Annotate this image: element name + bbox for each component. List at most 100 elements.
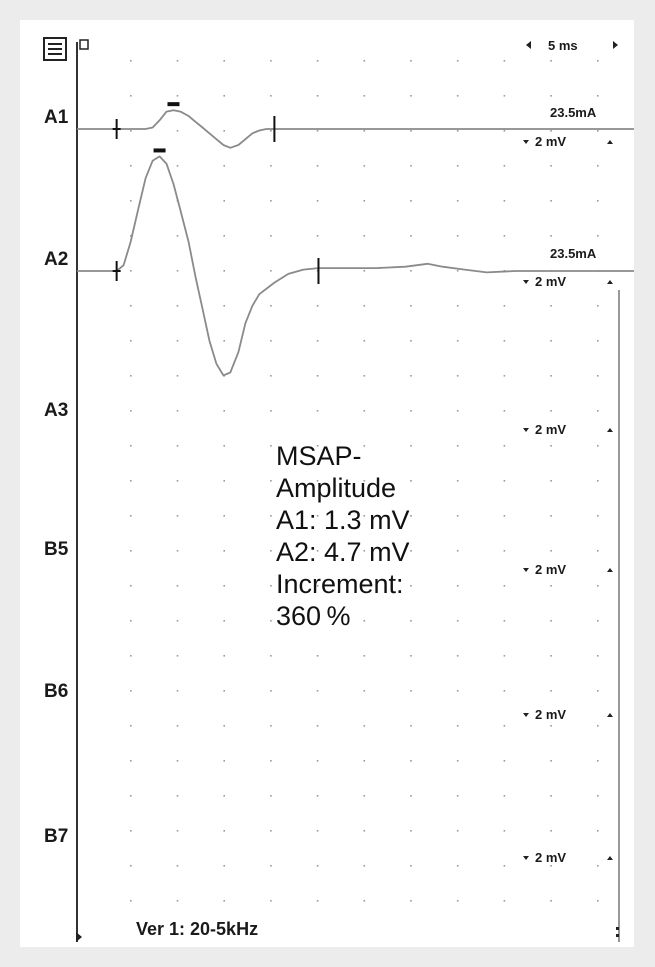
onset-marker-a2[interactable] — [112, 261, 121, 281]
trace-label-a2: A2 — [44, 249, 68, 270]
grid-dot — [503, 865, 506, 867]
peak-marker-a1[interactable] — [167, 102, 180, 107]
grid-dot — [316, 375, 319, 377]
grid-dot — [550, 620, 552, 622]
grid-dot — [503, 340, 506, 342]
grid-dot — [223, 900, 225, 902]
grid-dot — [503, 655, 506, 657]
sensitivity-label-b7: 2 mV — [535, 850, 566, 865]
sensitivity-down-arrow[interactable] — [523, 713, 529, 717]
grid-dot — [456, 550, 459, 552]
grid-dot — [363, 165, 366, 167]
grid-dot — [503, 410, 506, 412]
grid-dot — [316, 830, 319, 832]
grid-dot — [456, 235, 459, 237]
grid-dot — [363, 235, 366, 237]
grid-dot — [410, 95, 412, 97]
grid-dot — [503, 200, 506, 202]
sensitivity-up-arrow[interactable] — [607, 568, 613, 572]
grid-dot — [503, 550, 506, 552]
sensitivity-a3[interactable]: 2 mV — [523, 422, 613, 437]
filter-label: Ver 1: 20-5kHz — [136, 919, 258, 939]
grid-dot — [597, 305, 599, 307]
grid-dot — [270, 725, 272, 727]
sensitivity-up-arrow[interactable] — [607, 713, 613, 717]
stimulus-label-a2: 23.5mA — [550, 246, 597, 261]
grid-dot — [456, 270, 459, 272]
grid-dot — [410, 480, 412, 482]
grid-dot — [176, 480, 179, 482]
grid-dot — [316, 165, 319, 167]
grid-dot — [503, 585, 506, 587]
sensitivity-up-arrow[interactable] — [607, 428, 613, 432]
sensitivity-a1[interactable]: 2 mV — [523, 134, 613, 149]
scroll-dots-icon[interactable] — [616, 927, 619, 937]
emg-recording-panel: 5 ms A1 A2 A3 B5 B6 B7 2 mV 23.5mA 2 mV 23.5mA 2 … — [20, 20, 634, 947]
annotation-line: A1: 1.3 mV — [276, 505, 410, 535]
grid-dot — [363, 95, 366, 97]
grid-dot — [503, 235, 506, 237]
traces-group — [77, 102, 634, 377]
grid-dot — [270, 830, 272, 832]
grid-dot — [270, 550, 272, 552]
grid-dot — [176, 410, 179, 412]
window-icon[interactable] — [79, 39, 89, 50]
sensitivity-labels-group: 2 mV 23.5mA 2 mV 23.5mA 2 mV 2 mV 2 mV 2 mV — [523, 105, 613, 865]
sensitivity-down-arrow[interactable] — [523, 280, 529, 284]
grid-dot — [410, 235, 412, 237]
grid-dot — [550, 900, 552, 902]
grid-dot — [130, 305, 132, 307]
peak-marker-a2[interactable] — [153, 148, 166, 153]
sensitivity-down-arrow[interactable] — [523, 568, 529, 572]
grid-dot — [363, 585, 366, 587]
grid-dot — [223, 270, 225, 272]
grid-dot — [223, 865, 225, 867]
sensitivity-b6[interactable]: 2 mV — [523, 707, 613, 722]
play-marker-icon[interactable] — [76, 932, 82, 942]
time-scale-left-arrow[interactable] — [526, 41, 531, 49]
grid-dot — [503, 795, 506, 797]
grid-dot — [223, 515, 225, 517]
grid-dot — [363, 305, 366, 307]
grid-dot — [316, 130, 319, 132]
sensitivity-b7[interactable]: 2 mV — [523, 850, 613, 865]
grid-dot — [597, 900, 599, 902]
sensitivity-down-arrow[interactable] — [523, 140, 529, 144]
grid-dot — [176, 760, 179, 762]
grid-dot — [223, 305, 225, 307]
grid-dot — [223, 410, 225, 412]
onset-marker-a1[interactable] — [112, 119, 121, 139]
grid-dot — [176, 375, 179, 377]
grid-dot — [456, 830, 459, 832]
grid-dot — [503, 480, 506, 482]
grid-dot — [176, 235, 179, 237]
grid-dot — [456, 375, 459, 377]
menu-icon[interactable] — [43, 37, 67, 61]
grid-dot — [456, 725, 459, 727]
grid-dot — [597, 480, 599, 482]
grid-dot — [456, 305, 459, 307]
annotation-line: Amplitude — [276, 473, 397, 503]
grid-dot — [270, 445, 272, 447]
sensitivity-down-arrow[interactable] — [523, 856, 529, 860]
grid-dot — [176, 305, 179, 307]
grid-dot — [363, 515, 366, 517]
grid-dot — [316, 95, 319, 97]
grid-dot — [223, 830, 225, 832]
grid-dot — [130, 410, 132, 412]
grid-dot — [176, 620, 179, 622]
time-scale-right-arrow[interactable] — [613, 41, 618, 49]
sensitivity-up-arrow[interactable] — [607, 856, 613, 860]
grid-dot — [597, 95, 599, 97]
sensitivity-up-arrow[interactable] — [607, 280, 613, 284]
sensitivity-down-arrow[interactable] — [523, 428, 529, 432]
grid-dot — [176, 340, 179, 342]
grid-dot — [550, 200, 552, 202]
grid-dot — [223, 760, 225, 762]
sensitivity-a2[interactable]: 2 mV — [523, 274, 613, 289]
grid-dot — [456, 865, 459, 867]
sensitivity-b5[interactable]: 2 mV — [523, 562, 613, 577]
grid-dot — [410, 270, 412, 272]
sensitivity-label-a1: 2 mV — [535, 134, 566, 149]
sensitivity-up-arrow[interactable] — [607, 140, 613, 144]
